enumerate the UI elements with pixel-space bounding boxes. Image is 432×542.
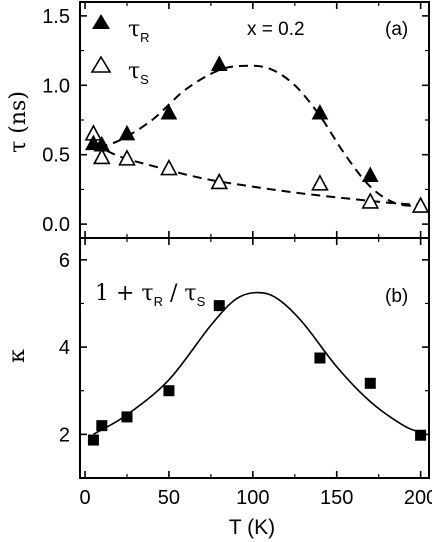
x-axis-label: T (K)	[229, 516, 275, 539]
kappa-point	[163, 385, 175, 397]
tau-s-point	[361, 192, 380, 209]
y-tick-label-panel-a: 1.5	[42, 6, 70, 28]
y-tick-label-panel-a: 0.5	[42, 145, 70, 167]
y-tick-label-panel-a: 1.0	[42, 75, 70, 97]
x-tick-label: 100	[236, 487, 269, 509]
y-tick-label-panel-b: 4	[59, 337, 70, 359]
panel-b-fit-curve	[93, 291, 421, 436]
y-axis-label-panel-a: τ (ns)	[6, 91, 31, 153]
panel-a-annotation: x = 0.2	[247, 19, 305, 40]
x-tick-label: 50	[158, 487, 180, 509]
x-tick-label: 150	[320, 487, 353, 509]
panel-b-label: (b)	[385, 286, 408, 307]
tau-r-point	[118, 124, 136, 141]
panel-b-frame	[79, 237, 430, 479]
tau-r-point	[311, 103, 329, 120]
y-tick-label-panel-b: 2	[59, 424, 70, 446]
kappa-point	[364, 377, 376, 389]
data-markers	[84, 55, 430, 446]
kappa-point	[213, 300, 225, 312]
kappa-point	[415, 429, 427, 441]
kappa-point	[96, 420, 108, 432]
legend-open-triangle-marker	[90, 55, 112, 73]
panel-b-formula: 1 + τR / τS	[95, 281, 206, 309]
tau-s-point	[118, 149, 136, 166]
legend-filled-triangle-marker	[92, 14, 110, 29]
y-tick-label-panel-a: 0.0	[42, 214, 70, 236]
tau-r-point	[93, 135, 111, 152]
tau-r-point	[361, 166, 379, 183]
tick-labels: 0 50 100 150 200 0.0 0.5 1.0 1.5 2 4 6	[42, 6, 432, 509]
kappa-point	[314, 352, 326, 364]
tau-s-point	[210, 172, 229, 190]
x-tick-label: 0	[79, 487, 90, 509]
panel-a-label: (a)	[385, 19, 408, 40]
tau-s-point	[92, 147, 111, 165]
tau-s-point	[160, 158, 178, 176]
legend-tau-r-label: τR	[128, 17, 150, 45]
kappa-point	[87, 434, 99, 446]
tau-s-point	[411, 196, 430, 213]
y-tick-label-panel-b: 6	[59, 250, 70, 272]
y-axis-label-panel-b: κ	[5, 349, 30, 363]
panel-a-fit-curve-tau-r	[98, 64, 421, 208]
axis-ticks	[80, 2, 429, 478]
kappa-point	[121, 411, 133, 423]
tau-s-point	[311, 174, 329, 191]
x-tick-label: 200	[404, 487, 432, 509]
legend-tau-s-label: τS	[128, 59, 149, 87]
tau-r-point	[160, 103, 178, 120]
tau-r-point	[210, 55, 228, 71]
